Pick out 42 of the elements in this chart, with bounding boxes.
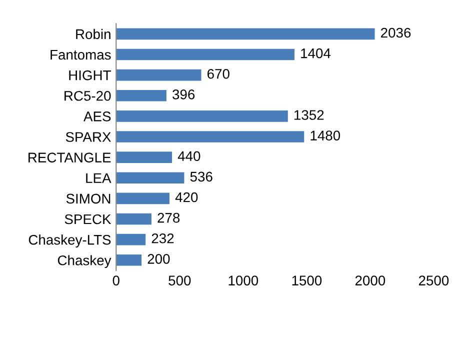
data-label: 440 xyxy=(178,151,200,162)
data-label: 200 xyxy=(148,254,170,264)
bar xyxy=(116,131,304,142)
data-label: 278 xyxy=(158,212,180,223)
y-tick-label: Chaskey-LTS xyxy=(28,234,111,248)
bar xyxy=(116,152,172,163)
y-tick-label: SPARX xyxy=(66,132,111,142)
data-label: 670 xyxy=(208,68,230,79)
x-tick-label: 1000 xyxy=(228,276,258,286)
data-label: 396 xyxy=(172,90,195,100)
y-tick-label: RC5-20 xyxy=(64,90,111,101)
y-tick-label: RECTANGLE xyxy=(28,152,111,162)
y-tick-label: Fantomas xyxy=(50,50,111,60)
data-label: 232 xyxy=(152,233,174,244)
data-label: 536 xyxy=(190,172,212,182)
y-tick-label: AES xyxy=(84,112,111,122)
data-label: 420 xyxy=(175,192,198,202)
y-tick-label: SIMON xyxy=(66,194,110,204)
bar xyxy=(116,28,375,40)
bar xyxy=(116,110,288,122)
x-tick-label: 2500 xyxy=(418,276,449,286)
data-label: 1480 xyxy=(310,130,340,140)
y-tick-label: SPECK xyxy=(64,214,112,224)
bar xyxy=(116,48,294,60)
y-tick-label: HIGHT xyxy=(69,70,111,80)
bar xyxy=(116,254,142,266)
bar xyxy=(116,90,166,102)
x-tick-label: 1500 xyxy=(292,276,322,286)
data-label: 1352 xyxy=(294,110,324,120)
x-tick-label: 500 xyxy=(168,276,191,286)
bar xyxy=(116,172,184,184)
y-tick-label: Robin xyxy=(76,28,110,40)
bar xyxy=(116,213,152,225)
data-label: 2036 xyxy=(381,28,411,38)
bar xyxy=(116,69,202,81)
bar xyxy=(116,234,146,246)
x-tick-label: 0 xyxy=(112,276,120,286)
y-tick-label: Chaskey xyxy=(58,255,112,268)
bar xyxy=(116,192,170,204)
y-tick-label: LEA xyxy=(86,173,112,183)
data-label: 1404 xyxy=(301,48,331,58)
x-tick-label: 2000 xyxy=(355,276,386,286)
